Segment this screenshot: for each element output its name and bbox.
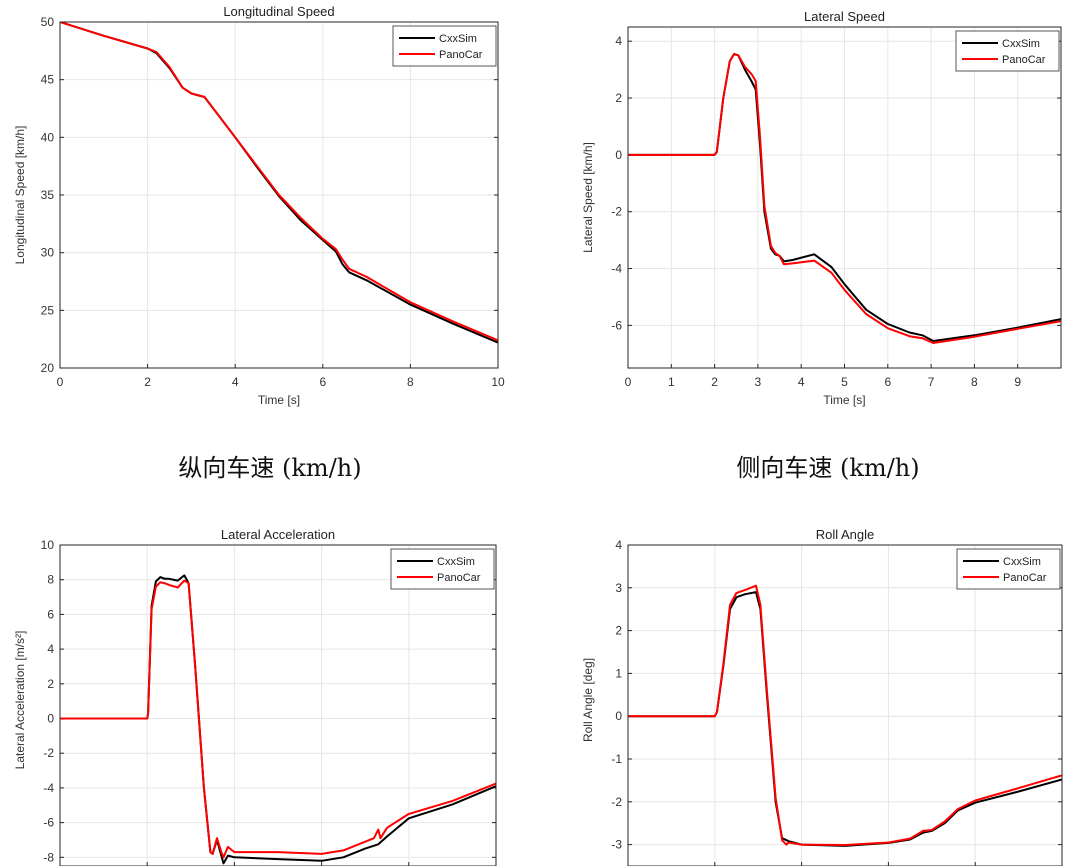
- y-tick-label: 0: [47, 712, 54, 726]
- series-line-panocar: [60, 22, 498, 342]
- chart-2: -8 -6 -4 -2 0 2 4 6 8 10 Lateral Acceleration Later…: [13, 527, 497, 866]
- y-axis-label: Roll Angle [deg]: [581, 658, 595, 742]
- x-tick-label: 8: [407, 375, 414, 389]
- y-tick-label: 6: [47, 607, 54, 621]
- chart-0: 0 2 4 6 8 10 20 25 30 35 40 45 50 Longitudinal Speed T…: [13, 4, 505, 407]
- y-tick-label: -3: [611, 838, 622, 852]
- legend-label: CxxSim: [1002, 38, 1040, 50]
- caption-lateral: 侧向车速 (km/h): [736, 454, 920, 482]
- x-tick-label: 3: [755, 375, 762, 389]
- y-tick-label: -4: [611, 262, 622, 276]
- y-tick-label: -2: [611, 795, 622, 809]
- y-tick-label: 10: [41, 538, 55, 552]
- series-line-panocar: [60, 579, 496, 859]
- chart-title: Lateral Acceleration: [221, 527, 335, 542]
- legend-label: CxxSim: [1003, 556, 1041, 568]
- legend-box: [390, 548, 495, 590]
- x-tick-label: 10: [491, 375, 505, 389]
- axes-box: [627, 544, 1063, 866]
- y-tick-label: 40: [41, 130, 55, 144]
- y-tick-label: 35: [41, 188, 55, 202]
- y-tick-label: 0: [615, 148, 622, 162]
- x-axis-label: Time [s]: [823, 393, 865, 407]
- y-tick-label: 8: [47, 573, 54, 587]
- x-tick-label: 1: [668, 375, 675, 389]
- chart-1: 0 1 2 3 4 5 6 7 8 9 -6 -4 -2 0 2 4 Lateral Speed Time [s]…: [581, 9, 1062, 407]
- x-tick-label: 9: [1014, 375, 1021, 389]
- y-tick-label: 2: [615, 624, 622, 638]
- x-tick-label: 4: [798, 375, 805, 389]
- x-tick-label: 5: [841, 375, 848, 389]
- y-axis-label: Lateral Speed [km/h]: [581, 142, 595, 253]
- axes-box: [627, 26, 1062, 369]
- legend: CxxSim PanoCar: [390, 548, 495, 590]
- chart-3: -3 -2 -1 0 1 2 3 4 Roll Angle Roll Angle [deg] Cxx…: [581, 527, 1063, 866]
- y-tick-label: 2: [47, 677, 54, 691]
- y-tick-label: 50: [41, 15, 55, 29]
- y-tick-label: 4: [615, 538, 622, 552]
- x-tick-label: 7: [928, 375, 935, 389]
- axes-box: [59, 21, 499, 369]
- legend-label: CxxSim: [437, 556, 475, 568]
- x-tick-label: 2: [144, 375, 151, 389]
- y-tick-label: -1: [611, 752, 622, 766]
- axes-box: [59, 544, 497, 866]
- legend-label: PanoCar: [1002, 54, 1046, 66]
- plot-area: [60, 545, 496, 866]
- legend-label: PanoCar: [439, 49, 483, 61]
- legend-box: [955, 30, 1060, 72]
- y-tick-label: 25: [41, 303, 55, 317]
- x-tick-label: 2: [711, 375, 718, 389]
- y-tick-label: 30: [41, 246, 55, 260]
- x-tick-label: 6: [884, 375, 891, 389]
- legend: CxxSim PanoCar: [392, 25, 497, 67]
- y-tick-label: -6: [43, 816, 54, 830]
- y-tick-label: 20: [41, 361, 55, 375]
- x-tick-label: 0: [625, 375, 632, 389]
- y-axis-label: Lateral Acceleration [m/s²]: [13, 631, 27, 770]
- y-axis-label: Longitudinal Speed [km/h]: [13, 126, 27, 265]
- y-tick-label: -2: [43, 746, 54, 760]
- x-tick-label: 0: [57, 375, 64, 389]
- legend-box: [956, 548, 1061, 590]
- legend-label: PanoCar: [1003, 572, 1047, 584]
- y-tick-label: -2: [611, 205, 622, 219]
- chart-title: Roll Angle: [816, 527, 875, 542]
- y-tick-label: 4: [47, 642, 54, 656]
- x-axis-label: Time [s]: [258, 393, 300, 407]
- y-tick-label: 4: [615, 34, 622, 48]
- y-tick-label: -8: [43, 850, 54, 864]
- y-tick-label: 1: [615, 666, 622, 680]
- series-line-panocar: [628, 53, 1061, 344]
- y-tick-label: 0: [615, 709, 622, 723]
- series-line-panocar: [628, 584, 1062, 846]
- chart-title: Lateral Speed: [804, 9, 885, 24]
- legend-box: [392, 25, 497, 67]
- legend: CxxSim PanoCar: [956, 548, 1061, 590]
- x-tick-label: 6: [319, 375, 326, 389]
- caption-longitudinal: 纵向车速 (km/h): [178, 454, 362, 482]
- y-tick-label: -6: [611, 318, 622, 332]
- plot-area: [628, 545, 1062, 866]
- legend: CxxSim PanoCar: [955, 30, 1060, 72]
- y-tick-label: 45: [41, 73, 55, 87]
- legend-label: CxxSim: [439, 33, 477, 45]
- legend-label: PanoCar: [437, 572, 481, 584]
- y-tick-label: 3: [615, 581, 622, 595]
- y-tick-label: 2: [615, 91, 622, 105]
- chart-title: Longitudinal Speed: [223, 4, 334, 19]
- y-tick-label: -4: [43, 781, 54, 795]
- x-tick-label: 8: [971, 375, 978, 389]
- x-tick-label: 4: [232, 375, 239, 389]
